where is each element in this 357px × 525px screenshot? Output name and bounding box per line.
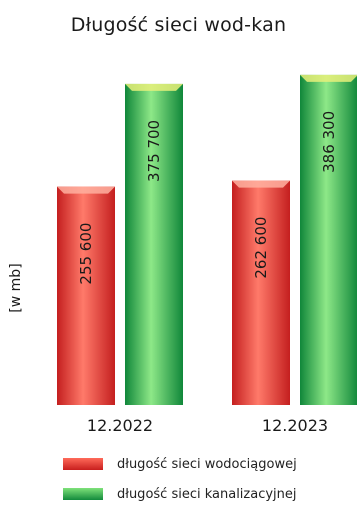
legend-swatch-sewage bbox=[63, 488, 103, 500]
legend-label-water: długość sieci wodociągowej bbox=[117, 456, 297, 472]
legend-swatch-water bbox=[63, 458, 103, 470]
bar-sewage-12.2023 bbox=[300, 74, 357, 406]
bar-cap-water-12.2022 bbox=[57, 186, 115, 194]
legend-label-sewage: długość sieci kanalizacyjnej bbox=[117, 486, 297, 502]
category-label-12.2022: 12.2022 bbox=[87, 416, 153, 435]
bar-cap-sewage-12.2022 bbox=[125, 83, 183, 91]
value-label-water-12.2023: 262 600 bbox=[252, 217, 270, 279]
legend-item-sewage: długość sieci kanalizacyjnej bbox=[63, 485, 297, 503]
bar-sewage-12.2022 bbox=[125, 83, 183, 405]
bar-water-12.2023 bbox=[232, 180, 290, 405]
value-label-sewage-12.2022: 375 700 bbox=[145, 120, 163, 182]
chart-title: Długość sieci wod-kan bbox=[70, 14, 287, 36]
bar-cap-water-12.2023 bbox=[232, 180, 290, 188]
bar-water-12.2022 bbox=[57, 186, 115, 405]
value-label-water-12.2022: 255 600 bbox=[77, 223, 95, 285]
bar-cap-sewage-12.2023 bbox=[300, 74, 357, 82]
legend: długość sieci wodociągowej długość sieci… bbox=[63, 455, 297, 515]
category-label-12.2023: 12.2023 bbox=[262, 416, 328, 435]
legend-item-water: długość sieci wodociągowej bbox=[63, 455, 297, 473]
value-label-sewage-12.2023: 386 300 bbox=[320, 111, 338, 173]
